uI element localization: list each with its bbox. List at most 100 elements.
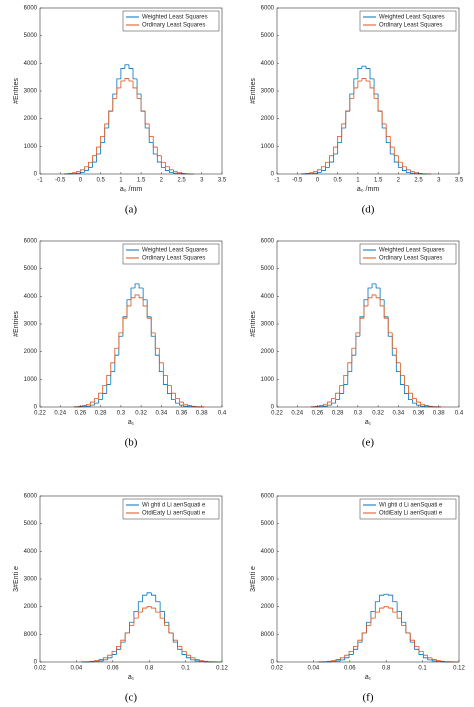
- histogram-bin: [183, 402, 188, 405]
- x-tick-label: 0.38: [196, 411, 208, 417]
- histogram-bin: [373, 87, 379, 99]
- plot-area: [40, 496, 222, 662]
- histogram-bin: [160, 155, 166, 163]
- histogram-bin: [124, 78, 129, 81]
- histogram-bin: [353, 645, 358, 652]
- histogram-bin: [142, 594, 148, 602]
- histogram-bin: [177, 171, 182, 174]
- panel: 0.02 0.04 0.06 0.8 0.1 0.12 0 8000 2000 3000 4000 5…: [13, 494, 229, 704]
- x-tick-label: 0: [316, 178, 320, 184]
- plot-area: [40, 241, 222, 407]
- histogram-bin: [160, 162, 166, 168]
- histogram-bin: [172, 632, 178, 641]
- x-tick-label: 0.32: [135, 411, 147, 417]
- histogram-bin: [399, 371, 405, 385]
- y-tick-label: 1000: [24, 377, 38, 383]
- histogram-bin: [136, 87, 142, 99]
- legend-label: Ordinary Least Squares: [142, 23, 205, 29]
- x-tick-label: 0.22: [271, 411, 283, 417]
- histogram-bin: [158, 348, 164, 364]
- legend-box: [122, 10, 220, 32]
- histogram-bin: [168, 625, 174, 634]
- histogram-bin: [134, 294, 140, 298]
- histogram-bin: [110, 362, 115, 376]
- x-tick-label: 0.8: [382, 666, 391, 672]
- caption: (f): [363, 692, 374, 704]
- y-tick-label: 2000: [24, 349, 38, 355]
- x-tick-label: 1.5: [374, 178, 383, 184]
- histogram-bin: [383, 606, 389, 609]
- histogram-bin: [396, 601, 402, 612]
- y-tick-label: 2000: [24, 116, 38, 122]
- histogram-bin: [175, 399, 180, 404]
- histogram-bin: [134, 283, 140, 289]
- histogram-bin: [345, 110, 350, 124]
- legend-label: Weighted Least Squares: [142, 248, 208, 254]
- x-axis-label: a₁: [365, 419, 372, 426]
- histogram-bin: [194, 657, 200, 660]
- histogram-bin: [420, 402, 425, 405]
- x-tick-label: 1.5: [137, 178, 146, 184]
- histogram-bin: [159, 612, 165, 619]
- histogram-bin: [366, 624, 371, 633]
- histogram-bin: [367, 287, 373, 300]
- histogram-bin: [137, 611, 143, 619]
- x-tick-label: 0.34: [392, 411, 404, 417]
- histogram-bin: [106, 375, 111, 386]
- x-tick-label: 0.3: [354, 411, 363, 417]
- x-tick-label: 0.5: [333, 178, 342, 184]
- y-tick-label: 2000: [24, 604, 38, 610]
- panel: 0.02 0.04 0.06 0.8 0.1 0.12 0 8000 2000 3000 4000 5…: [250, 494, 466, 704]
- y-tick-label: 4000: [261, 549, 275, 555]
- x-tick-label: 0.3: [117, 411, 126, 417]
- x-tick-label: 3: [437, 178, 441, 184]
- histogram-bin: [199, 660, 204, 662]
- histogram-bin: [392, 595, 398, 603]
- histogram-bin: [146, 606, 152, 609]
- x-axis-label: a₁: [128, 674, 135, 681]
- histogram-bin: [203, 660, 209, 662]
- histogram-bin: [404, 375, 409, 386]
- histogram-bin: [175, 393, 180, 399]
- plot-area: [40, 8, 222, 174]
- histogram-bin: [424, 404, 429, 406]
- x-tick-label: 0.8: [145, 666, 154, 672]
- x-tick-label: 2: [160, 178, 164, 184]
- histogram-bin: [102, 393, 107, 400]
- histogram-bin: [150, 606, 156, 609]
- histogram-bin: [313, 171, 318, 173]
- histogram-bin: [156, 147, 162, 157]
- histogram-bin: [383, 305, 389, 319]
- histogram-bin: [369, 80, 375, 89]
- histogram-bin: [335, 392, 340, 399]
- histogram-bin: [187, 404, 192, 406]
- y-tick-label: 6000: [261, 494, 275, 500]
- histogram-bin: [410, 172, 415, 174]
- histogram-bin: [355, 332, 360, 349]
- x-tick-label: 2.5: [414, 178, 423, 184]
- histogram-bin: [387, 594, 393, 596]
- y-tick-label: 3000: [24, 322, 38, 328]
- x-tick-label: 0.12: [216, 666, 228, 672]
- legend-label: OtdiEaty Li aenSquati e: [379, 511, 443, 517]
- y-tick-label: 6000: [261, 6, 275, 12]
- legend-label: Wi ghti d Li aenSquati e: [142, 503, 206, 509]
- histogram-bin: [404, 384, 409, 394]
- x-tick-label: 0.32: [372, 411, 384, 417]
- histogram-bin: [325, 161, 330, 167]
- histogram-bin: [146, 305, 152, 319]
- histogram-bin: [357, 68, 362, 79]
- histogram-bin: [414, 640, 419, 647]
- histogram-bin: [348, 651, 354, 656]
- histogram-bin: [126, 305, 131, 319]
- legend-box: [359, 10, 457, 32]
- histogram-bin: [154, 332, 160, 349]
- histogram-bin: [132, 68, 138, 80]
- histogram-bin: [191, 405, 196, 407]
- histogram-bin: [370, 617, 376, 626]
- histogram-bin: [150, 318, 156, 334]
- legend-label: Wi ghti d Li aenSquati e: [379, 503, 443, 509]
- histogram-bin: [323, 403, 328, 406]
- histogram-bin: [171, 393, 176, 400]
